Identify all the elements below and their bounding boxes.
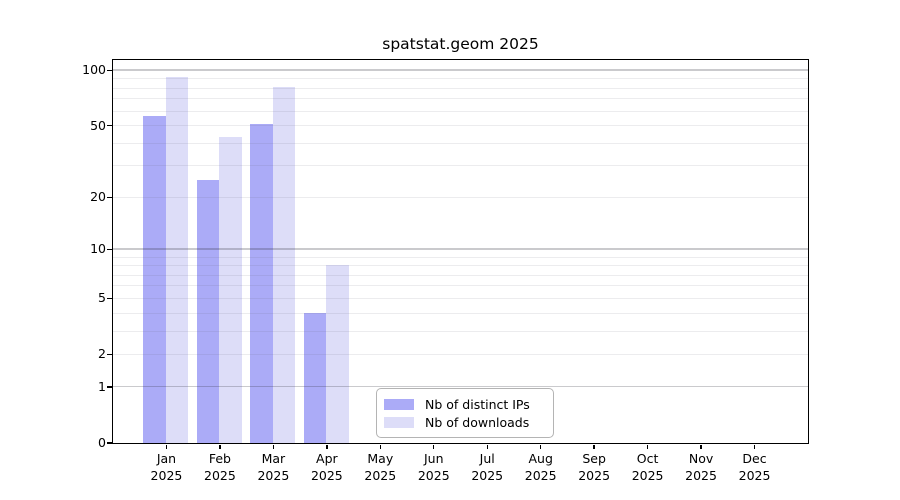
y-tick-mark <box>106 442 112 444</box>
minor-gridline <box>112 78 808 80</box>
x-tick-mark <box>165 444 168 449</box>
x-tick-label-feb: Feb 2025 <box>188 451 252 484</box>
x-tick-label-apr: Apr 2025 <box>295 451 359 484</box>
x-tick-year: 2025 <box>524 467 557 483</box>
x-tick-year: 2025 <box>578 467 611 483</box>
minor-gridline <box>112 165 808 167</box>
x-tick-year: 2025 <box>310 467 343 483</box>
x-tick-month: Oct <box>636 451 659 466</box>
x-tick-label-jun: Jun 2025 <box>402 451 466 484</box>
legend-swatch-distinct-ips <box>384 398 414 410</box>
x-tick-month: Mar <box>261 451 286 466</box>
x-tick-month: Dec <box>742 451 767 466</box>
x-tick-year: 2025 <box>738 467 771 483</box>
legend-label-downloads: Nb of downloads <box>425 414 530 430</box>
x-tick-label-jul: Jul 2025 <box>455 451 519 484</box>
x-tick-year: 2025 <box>471 467 504 483</box>
minor-gridline <box>112 142 808 144</box>
legend-swatch-downloads <box>384 416 414 428</box>
x-tick-mark <box>700 444 702 449</box>
x-tick-label-nov: Nov 2025 <box>669 451 733 484</box>
bar-apr-downloads <box>326 265 349 443</box>
legend-label-distinct-ips: Nb of distinct IPs <box>425 396 530 412</box>
x-tick-mark <box>646 444 649 449</box>
x-tick-label-dec: Dec 2025 <box>723 451 787 484</box>
x-tick-label-sep: Sep 2025 <box>562 451 626 484</box>
y-tick-label: 5 <box>98 290 106 306</box>
x-tick-year: 2025 <box>150 467 183 483</box>
bar-mar-downloads <box>272 86 296 443</box>
x-tick-mark <box>486 444 488 449</box>
x-tick-label-mar: Mar 2025 <box>241 451 305 484</box>
x-tick-label-jan: Jan 2025 <box>134 451 198 484</box>
bar-feb-distinct-ips <box>196 179 220 443</box>
minor-gridline <box>112 110 808 112</box>
y-tick-mark <box>106 124 112 127</box>
y-tick-label: 10 <box>90 241 106 257</box>
x-tick-month: Feb <box>208 451 231 466</box>
plot-inner <box>112 60 808 443</box>
y-tick-label: 0 <box>98 435 106 450</box>
x-tick-month: Jul <box>479 451 495 466</box>
x-tick-mark <box>219 444 221 449</box>
x-tick-year: 2025 <box>631 467 664 483</box>
y-tick-label: 20 <box>90 189 106 205</box>
x-tick-label-may: May 2025 <box>348 451 412 484</box>
minor-gridline <box>112 125 808 127</box>
x-tick-year: 2025 <box>257 467 290 483</box>
legend-row: Nb of distinct IPs <box>384 395 553 413</box>
bar-mar-distinct-ips <box>250 123 273 443</box>
x-tick-mark <box>326 444 328 449</box>
minor-gridline <box>112 98 808 100</box>
bar-jan-distinct-ips <box>143 116 166 443</box>
y-tick-mark <box>106 297 112 300</box>
x-tick-month: Jan <box>156 451 177 466</box>
x-tick-mark <box>272 444 275 449</box>
plot-area <box>111 58 809 444</box>
x-tick-month: Jun <box>424 451 444 466</box>
minor-gridline <box>112 87 808 89</box>
major-gridline <box>112 69 808 71</box>
x-tick-month: Sep <box>582 451 606 466</box>
y-tick-mark <box>106 353 112 355</box>
x-tick-mark <box>593 444 595 449</box>
y-tick-label: 1 <box>98 379 106 395</box>
bar-apr-distinct-ips <box>303 312 327 443</box>
x-tick-label-oct: Oct 2025 <box>616 451 680 484</box>
x-tick-year: 2025 <box>204 467 236 483</box>
y-tick-mark <box>106 69 112 72</box>
x-tick-mark <box>433 444 435 449</box>
y-tick-mark <box>106 386 112 388</box>
x-tick-year: 2025 <box>685 467 717 483</box>
x-tick-month: Aug <box>528 451 553 466</box>
bar-jan-downloads <box>165 76 189 443</box>
legend: Nb of distinct IPs Nb of downloads <box>376 388 554 438</box>
x-tick-month: May <box>367 451 394 466</box>
y-tick-label: 100 <box>82 62 106 78</box>
y-tick-label: 2 <box>98 346 106 362</box>
x-tick-year: 2025 <box>417 467 450 483</box>
x-tick-mark <box>379 444 381 449</box>
chart-title: spatstat.geom 2025 <box>382 35 539 53</box>
y-tick-mark <box>106 196 112 198</box>
y-tick-mark <box>106 248 112 251</box>
x-tick-mark <box>539 444 542 449</box>
bar-feb-downloads <box>219 137 242 443</box>
x-tick-month: Nov <box>688 451 714 466</box>
legend-row: Nb of downloads <box>384 413 553 431</box>
y-tick-label: 50 <box>90 117 106 133</box>
x-tick-label-aug: Aug 2025 <box>509 451 573 484</box>
x-tick-year: 2025 <box>364 467 397 483</box>
x-tick-month: Apr <box>316 451 338 466</box>
x-tick-mark <box>753 444 756 449</box>
